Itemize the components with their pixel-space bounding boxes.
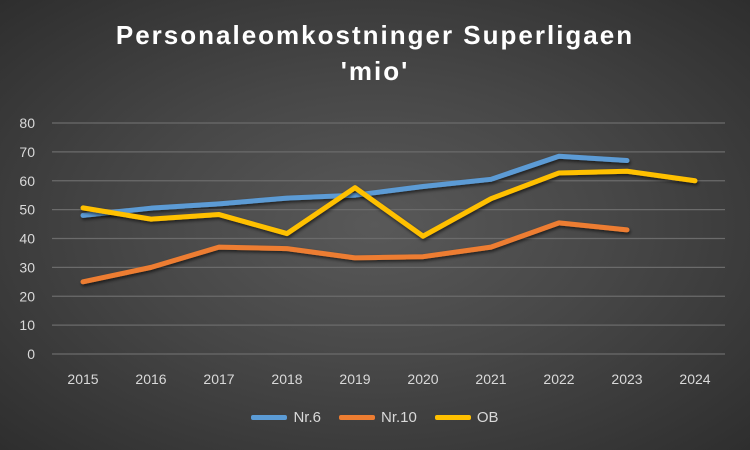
y-tick-label: 70 xyxy=(19,144,35,160)
x-tick-label: 2018 xyxy=(271,371,302,387)
y-tick-label: 0 xyxy=(27,346,35,362)
y-tick-label: 50 xyxy=(19,202,35,218)
y-tick-label: 30 xyxy=(19,259,35,275)
x-tick-label: 2024 xyxy=(679,371,710,387)
x-tick-label: 2023 xyxy=(611,371,642,387)
legend-item: Nr.10 xyxy=(338,409,417,426)
chart-title: Personaleomkostninger Superligaen xyxy=(115,20,635,50)
legend-swatch xyxy=(251,415,288,420)
legend-label: Nr.6 xyxy=(293,409,321,426)
legend-label: Nr.10 xyxy=(380,409,417,426)
series-line-nr6 xyxy=(80,153,630,218)
series-line-ob xyxy=(80,168,698,239)
legend-label: OB xyxy=(476,409,499,426)
x-tick-label: 2021 xyxy=(475,371,506,387)
x-tick-label: 2020 xyxy=(407,371,438,387)
legend-swatch xyxy=(338,415,375,420)
y-tick-label: 40 xyxy=(19,231,35,247)
legend-item: Nr.6 xyxy=(251,409,321,426)
x-tick-label: 2016 xyxy=(135,371,166,387)
legend: Nr.6 Nr.10 OB xyxy=(0,409,750,426)
chart-subtitle: 'mio' xyxy=(340,56,410,86)
legend-swatch xyxy=(434,415,471,420)
legend-item: OB xyxy=(434,409,499,426)
x-tick-label: 2017 xyxy=(203,371,234,387)
y-tick-label: 80 xyxy=(19,115,35,131)
series-line-nr10 xyxy=(80,220,630,285)
y-tick-label: 20 xyxy=(19,288,35,304)
y-tick-label: 10 xyxy=(19,317,35,333)
x-tick-label: 2015 xyxy=(67,371,98,387)
x-tick-label: 2022 xyxy=(543,371,574,387)
y-tick-label: 60 xyxy=(19,173,35,189)
x-tick-label: 2019 xyxy=(339,371,370,387)
